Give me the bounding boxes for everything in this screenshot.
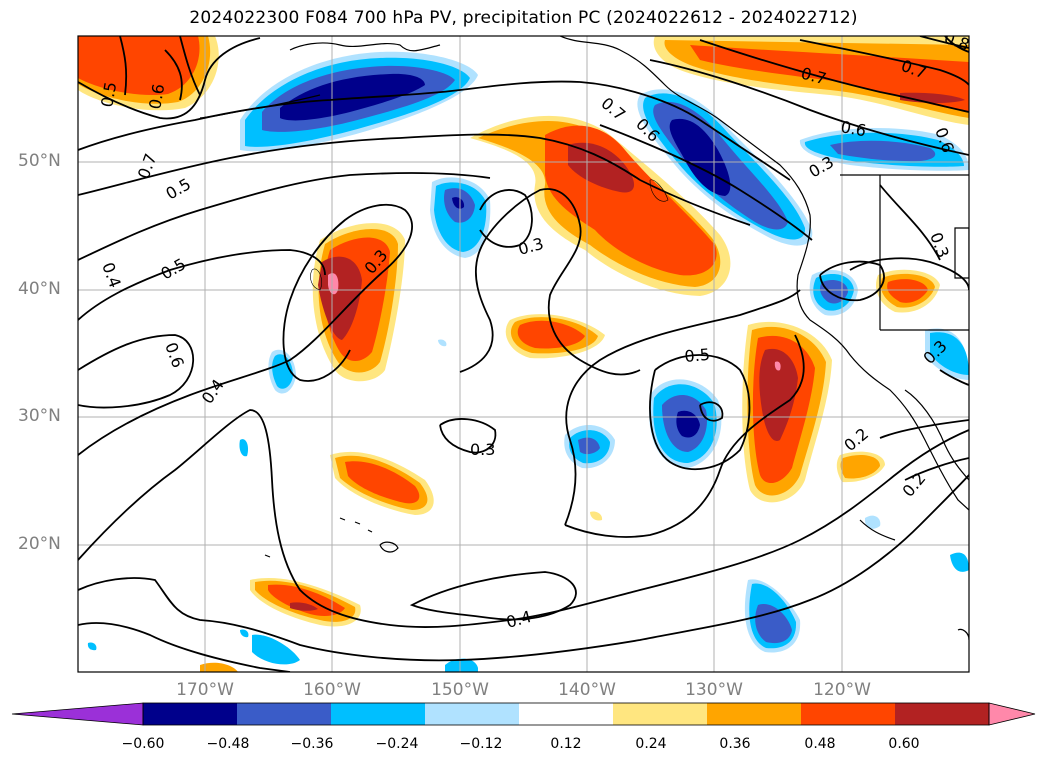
colorbar-tick: −0.48 bbox=[206, 736, 250, 752]
colorbar bbox=[11, 702, 1036, 726]
contour-label: 0.6 bbox=[839, 117, 867, 140]
lat-label-50n: 50°N bbox=[18, 151, 61, 171]
map-title: 2024022300 F084 700 hPa PV, precipitatio… bbox=[189, 8, 858, 28]
pv-contours bbox=[78, 36, 969, 672]
colorbar-segment bbox=[707, 703, 802, 725]
lon-label-140w: 140°W bbox=[558, 680, 616, 700]
colorbar-tick: 0.36 bbox=[719, 736, 751, 752]
colorbar-segment bbox=[519, 703, 614, 725]
colorbar-tick: −0.12 bbox=[459, 736, 503, 752]
lon-label-120w: 120°W bbox=[813, 680, 871, 700]
colorbar-tick: −0.60 bbox=[121, 736, 165, 752]
lat-label-40n: 40°N bbox=[18, 279, 61, 299]
contour-label: 0.5 bbox=[97, 80, 120, 108]
colorbar-tick: −0.24 bbox=[375, 736, 419, 752]
map-frame bbox=[77, 35, 970, 673]
precip-negative-anomalies bbox=[87, 51, 969, 672]
lat-label-20n: 20°N bbox=[18, 534, 61, 554]
contour-label: 0.3 bbox=[470, 440, 495, 459]
contour-label: 0.6 bbox=[145, 82, 168, 110]
plot-area: 0.5 0.6 0.7 0.5 0.5 0.4 0.6 0.4 0.3 0.3 … bbox=[78, 36, 969, 672]
colorbar-extend-low bbox=[12, 703, 143, 725]
colorbar-segment bbox=[613, 703, 708, 725]
lat-label-30n: 30°N bbox=[18, 406, 61, 426]
colorbar-segments bbox=[143, 703, 990, 725]
colorbar-tick: 0.24 bbox=[635, 736, 667, 752]
colorbar-segment bbox=[331, 703, 426, 725]
colorbar-segment bbox=[425, 703, 520, 725]
coastlines bbox=[199, 36, 969, 641]
colorbar-tick: 0.12 bbox=[550, 736, 582, 752]
colorbar-tick: 0.48 bbox=[804, 736, 836, 752]
contour-label: 0.5 bbox=[684, 345, 711, 366]
pv-thin-contours bbox=[310, 179, 669, 291]
lon-label-150w: 150°W bbox=[431, 680, 489, 700]
colorbar-extend-high bbox=[989, 703, 1035, 725]
colorbar-segment bbox=[895, 703, 990, 725]
colorbar-tick: 0.60 bbox=[888, 736, 920, 752]
lon-label-130w: 130°W bbox=[685, 680, 743, 700]
colorbar-segment bbox=[143, 703, 238, 725]
colorbar-tick: −0.36 bbox=[290, 736, 334, 752]
colorbar-segment bbox=[801, 703, 896, 725]
graticule bbox=[78, 36, 969, 672]
lon-label-160w: 160°W bbox=[303, 680, 361, 700]
lon-label-170w: 170°W bbox=[176, 680, 234, 700]
colorbar-segment bbox=[237, 703, 332, 725]
